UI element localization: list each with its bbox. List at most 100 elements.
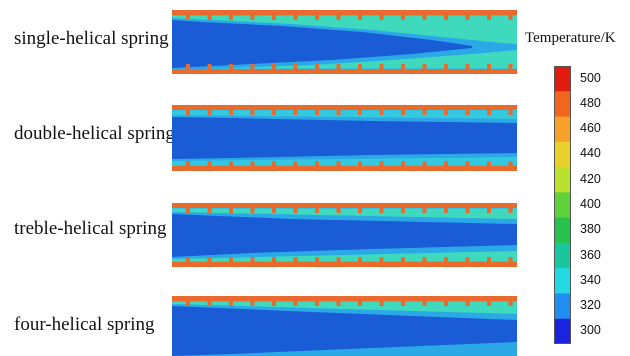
coil-tooth (401, 208, 405, 213)
coil-tooth (186, 64, 190, 69)
coil-tooth (444, 15, 448, 20)
coil-tooth (487, 257, 491, 262)
coil-tooth (379, 257, 384, 262)
coil-tooth (487, 15, 491, 20)
coil-tooth (293, 110, 298, 115)
coil-tooth (186, 301, 190, 306)
coil-tooth (315, 161, 319, 166)
coil-tooth (358, 64, 362, 69)
coil-tooth (293, 257, 298, 262)
colorbar-tick-label: 340 (580, 272, 601, 287)
coil-tooth (250, 110, 255, 115)
coil-tooth (229, 301, 233, 306)
coil-tooth (207, 15, 212, 20)
label-single-helical: single-helical spring (14, 28, 169, 49)
coil-tooth (293, 301, 298, 306)
coil-tooth (508, 15, 513, 20)
coil-tooth (508, 64, 513, 69)
coil-tooth (358, 110, 362, 115)
coil-tooth (379, 301, 384, 306)
coil-tooth (229, 257, 233, 262)
contour-double-helical (172, 105, 517, 171)
colorbar-tick-label: 360 (580, 247, 601, 262)
colorbar-tick-label: 500 (580, 70, 601, 85)
coil-tooth (315, 208, 319, 213)
coil-teeth-bottom (186, 64, 513, 69)
coil-tooth (207, 301, 212, 306)
coil-tooth (401, 301, 405, 306)
coil-tooth (315, 64, 319, 69)
coil-tooth (422, 301, 427, 306)
coil-tooth (401, 161, 405, 166)
coil-tooth (272, 110, 276, 115)
coil-tooth (508, 161, 513, 166)
coil-tooth (250, 15, 255, 20)
coil-tooth (487, 161, 491, 166)
colorbar-segment (554, 242, 571, 269)
legend-title: Temperature/K (525, 30, 616, 46)
contour-single-helical (172, 10, 517, 74)
coil-tooth (465, 257, 470, 262)
coil-teeth-top (186, 301, 513, 306)
coil-tooth (379, 64, 384, 69)
coil-tooth (444, 161, 448, 166)
colorbar-segment (554, 268, 571, 294)
colorbar-tick-label: 320 (580, 298, 601, 313)
coil-tooth (186, 15, 190, 20)
coil-teeth-bottom (186, 161, 513, 166)
label-double-helical: double-helical spring (14, 123, 175, 144)
coil-tooth (487, 301, 491, 306)
coil-tooth (465, 110, 470, 115)
coil-tooth (508, 110, 513, 115)
coil-tooth (229, 15, 233, 20)
coil-tooth (250, 64, 255, 69)
colorbar-segment (554, 217, 571, 244)
coil-tooth (207, 161, 212, 166)
colorbar-segment (554, 318, 571, 344)
coil-tooth (379, 110, 384, 115)
coil-tooth (358, 161, 362, 166)
coil-tooth (336, 301, 341, 306)
coil-tooth (186, 161, 190, 166)
coil-tooth (207, 64, 212, 69)
coil-tooth (487, 208, 491, 213)
coil-tooth (422, 257, 427, 262)
coil-tooth (272, 64, 276, 69)
coil-tooth (250, 208, 255, 213)
contour-four-helical (172, 296, 517, 356)
coil-tooth (336, 15, 341, 20)
coil-teeth-top (186, 208, 513, 213)
coil-tooth (465, 64, 470, 69)
coil-tooth (229, 110, 233, 115)
coil-tooth (315, 15, 319, 20)
coil-tooth (272, 208, 276, 213)
colorbar-border (554, 66, 571, 344)
coil-tooth (186, 208, 190, 213)
coil-tooth (379, 208, 384, 213)
coil-tooth (272, 15, 276, 20)
coil-tooth (315, 110, 319, 115)
coil-tooth (379, 15, 384, 20)
colorbar-tick-label: 460 (580, 121, 601, 136)
temperature-colorbar (554, 66, 571, 344)
coil-tooth (401, 64, 405, 69)
coil-tooth (250, 161, 255, 166)
coil-tooth (401, 257, 405, 262)
coil-tooth (272, 257, 276, 262)
coil-tooth (293, 208, 298, 213)
coil-tooth (401, 110, 405, 115)
coil-tooth (207, 257, 212, 262)
coil-tooth (422, 15, 427, 20)
coil-tooth (358, 301, 362, 306)
coil-tooth (293, 161, 298, 166)
coil-tooth (465, 208, 470, 213)
coil-tooth (207, 208, 212, 213)
coil-tooth (444, 257, 448, 262)
coil-tooth (336, 161, 341, 166)
colorbar-segment (554, 116, 571, 143)
colorbar-segment (554, 66, 571, 92)
coil-tooth (444, 64, 448, 69)
coil-tooth (444, 301, 448, 306)
colorbar-tick-label: 420 (580, 171, 601, 186)
coil-tooth (422, 208, 427, 213)
